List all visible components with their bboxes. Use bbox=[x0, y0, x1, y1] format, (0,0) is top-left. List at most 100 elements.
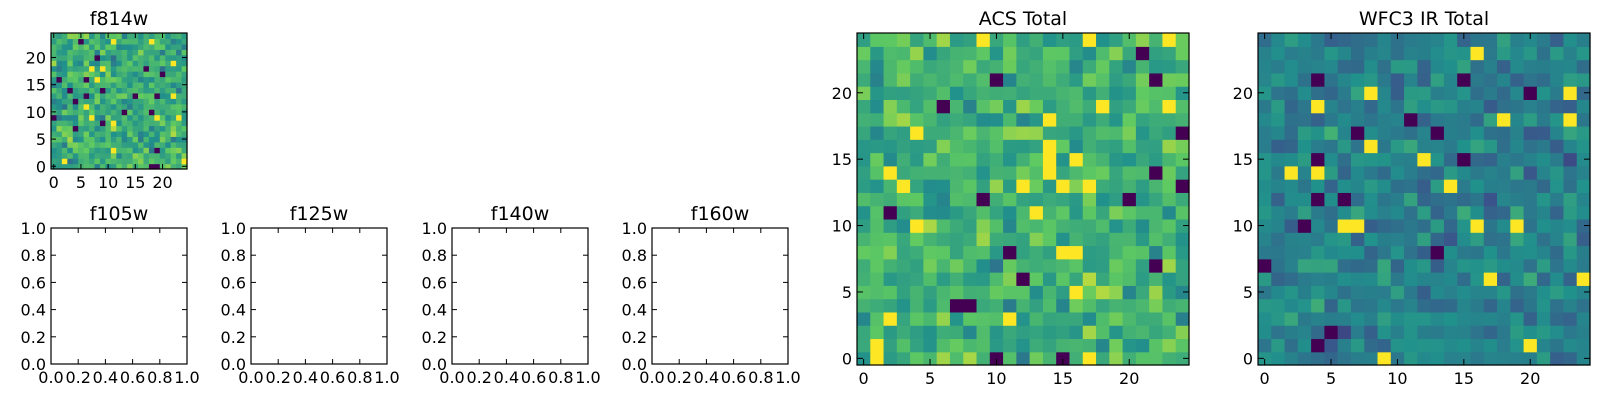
heatmap-cell bbox=[1483, 218, 1498, 233]
heatmap-cell bbox=[1149, 272, 1164, 286]
heatmap-cell bbox=[1510, 165, 1525, 180]
heatmap-cell bbox=[923, 351, 938, 366]
heatmap-cell bbox=[910, 311, 924, 326]
heatmap-cell bbox=[121, 114, 128, 121]
heatmap-cell bbox=[1550, 46, 1565, 61]
heatmap-cell bbox=[72, 120, 79, 127]
x-tick-label: 0.2 bbox=[65, 368, 90, 387]
heatmap-cell bbox=[176, 33, 183, 40]
heatmap-cell bbox=[121, 38, 128, 45]
heatmap-cell bbox=[1337, 125, 1352, 140]
panel-f160w: f160w 0.0 0.2 0.4 0.6 0.8 1.00.00.20.40.60.81… bbox=[622, 203, 801, 387]
heatmap-cell bbox=[1149, 46, 1164, 61]
heatmap-cell bbox=[181, 147, 188, 154]
heatmap-cell bbox=[165, 147, 172, 154]
heatmap-cell bbox=[1016, 205, 1031, 220]
heatmap-cell bbox=[1029, 72, 1044, 87]
heatmap-cell bbox=[896, 311, 911, 326]
heatmap-cell bbox=[1483, 72, 1498, 87]
heatmap-cell bbox=[1003, 245, 1017, 260]
heatmap-cell bbox=[857, 245, 871, 260]
heatmap-cell bbox=[78, 65, 85, 72]
heatmap-cell bbox=[1297, 179, 1312, 193]
heatmap-cell bbox=[148, 120, 155, 127]
heatmap-cell bbox=[1417, 285, 1432, 300]
heatmap-cell bbox=[1284, 59, 1299, 74]
heatmap-cell bbox=[1483, 245, 1498, 260]
heatmap-cell bbox=[1135, 325, 1150, 340]
heatmap-cell bbox=[56, 33, 63, 40]
heatmap-cell bbox=[910, 86, 924, 100]
heatmap-cell bbox=[1324, 298, 1339, 313]
heatmap-cell bbox=[72, 114, 79, 121]
heatmap-cell bbox=[1258, 205, 1272, 220]
heatmap-cell bbox=[896, 351, 911, 366]
heatmap-cell bbox=[1377, 99, 1392, 114]
heatmap-cell bbox=[910, 125, 924, 140]
heatmap-cell bbox=[165, 81, 172, 88]
heatmap-cell bbox=[176, 54, 183, 61]
heatmap-cell bbox=[1096, 218, 1110, 233]
heatmap-cell bbox=[1042, 125, 1057, 140]
heatmap-cell bbox=[176, 158, 183, 165]
heatmap-cell bbox=[56, 54, 63, 61]
heatmap-cell bbox=[67, 33, 74, 40]
heatmap-cell bbox=[923, 258, 938, 273]
heatmap-cell bbox=[56, 87, 63, 94]
heatmap-cell bbox=[99, 125, 106, 132]
heatmap-cell bbox=[105, 49, 112, 56]
heatmap-cell bbox=[1016, 285, 1031, 300]
heatmap-cell bbox=[1271, 86, 1286, 100]
heatmap-cell bbox=[105, 130, 112, 137]
heatmap-cell bbox=[1364, 338, 1379, 353]
heatmap-cell bbox=[61, 130, 68, 137]
heatmap-cell bbox=[116, 130, 123, 137]
heatmap-cell bbox=[1523, 258, 1538, 273]
heatmap-cell bbox=[99, 147, 106, 154]
heatmap-cell bbox=[1082, 298, 1097, 313]
heatmap-cell bbox=[138, 33, 145, 40]
heatmap-cell bbox=[78, 60, 85, 67]
heatmap-cell bbox=[181, 125, 188, 132]
heatmap-cell bbox=[1470, 86, 1485, 100]
heatmap-cell bbox=[99, 130, 106, 137]
heatmap-cell bbox=[1324, 72, 1339, 87]
heatmap-cell bbox=[1417, 165, 1432, 180]
heatmap-cell bbox=[56, 98, 63, 105]
heatmap-cell bbox=[1457, 72, 1472, 87]
heatmap-cell bbox=[910, 112, 924, 127]
heatmap-cell bbox=[67, 109, 74, 116]
heatmap-cell bbox=[1162, 86, 1177, 100]
heatmap-cell bbox=[1271, 192, 1286, 207]
x-tick-label: 5 bbox=[1326, 369, 1336, 388]
heatmap-cell bbox=[94, 87, 101, 94]
heatmap-cell bbox=[1576, 59, 1591, 74]
heatmap-cell bbox=[78, 81, 85, 88]
heatmap-cell bbox=[1350, 272, 1365, 286]
heatmap-cell bbox=[1337, 272, 1352, 286]
heatmap-cell bbox=[1271, 285, 1286, 300]
heatmap-cell bbox=[61, 81, 68, 88]
heatmap-cell bbox=[1042, 338, 1057, 353]
heatmap-cell bbox=[870, 311, 885, 326]
heatmap-cell bbox=[1377, 33, 1392, 47]
heatmap-cell bbox=[1470, 59, 1485, 74]
heatmap-cell bbox=[138, 43, 145, 50]
heatmap-cell bbox=[1297, 86, 1312, 100]
x-tick-label: 0.4 bbox=[494, 368, 519, 387]
heatmap-cell bbox=[883, 59, 898, 74]
heatmap-cell bbox=[1042, 179, 1057, 193]
heatmap-cell bbox=[1109, 139, 1124, 154]
x-tick-label: 15 bbox=[1454, 369, 1474, 388]
heatmap-cell bbox=[949, 112, 964, 127]
heatmap-cell bbox=[67, 49, 74, 56]
heatmap-cell bbox=[870, 285, 885, 300]
y-tick-label: 15 bbox=[1233, 150, 1253, 169]
heatmap-cell bbox=[949, 192, 964, 207]
heatmap-cell bbox=[1082, 351, 1097, 366]
heatmap-cell bbox=[989, 338, 1004, 353]
heatmap-cell bbox=[1096, 285, 1110, 300]
heatmap-cell bbox=[1324, 205, 1339, 220]
heatmap-cell bbox=[963, 205, 978, 220]
heatmap-cell bbox=[127, 152, 134, 159]
